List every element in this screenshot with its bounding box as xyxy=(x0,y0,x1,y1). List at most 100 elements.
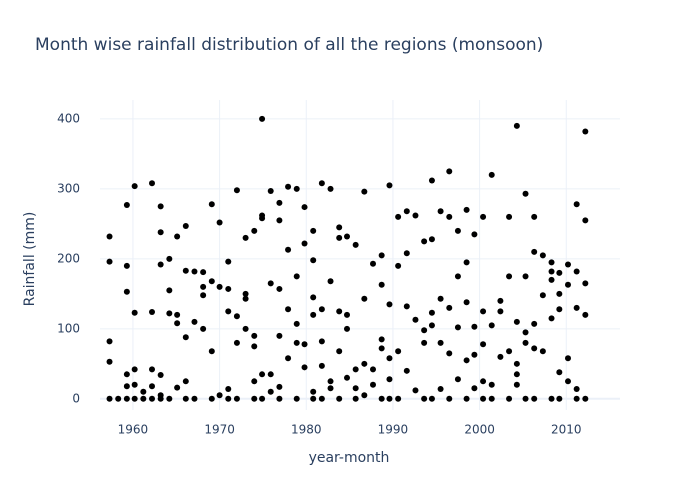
point xyxy=(166,395,173,402)
point xyxy=(513,360,520,367)
point xyxy=(361,360,368,367)
point xyxy=(497,353,504,360)
point xyxy=(174,311,181,318)
point xyxy=(531,320,538,327)
point xyxy=(208,395,215,402)
point xyxy=(513,122,520,129)
point xyxy=(267,280,274,287)
point xyxy=(421,339,428,346)
point xyxy=(310,388,317,395)
x-tick-label: 2000 xyxy=(464,423,495,437)
point xyxy=(200,292,207,299)
point xyxy=(336,224,343,231)
point xyxy=(352,395,359,402)
point xyxy=(531,345,538,352)
point xyxy=(208,348,215,355)
y-tick-label: 200 xyxy=(57,251,80,265)
point xyxy=(216,283,223,290)
point xyxy=(556,290,563,297)
point xyxy=(386,395,393,402)
point xyxy=(267,388,274,395)
point xyxy=(140,395,147,402)
point xyxy=(386,376,393,383)
point xyxy=(556,395,563,402)
point xyxy=(488,381,495,388)
point xyxy=(556,306,563,313)
point xyxy=(174,320,181,327)
point xyxy=(361,295,368,302)
point xyxy=(582,128,589,135)
x-axis-title: year-month xyxy=(309,450,390,466)
point xyxy=(131,395,138,402)
point xyxy=(225,308,232,315)
point xyxy=(522,329,529,336)
point xyxy=(428,177,435,184)
x-tick-label: 1990 xyxy=(378,423,409,437)
point xyxy=(506,348,513,355)
point xyxy=(242,234,249,241)
y-tick-label: 400 xyxy=(57,111,80,125)
point xyxy=(318,362,325,369)
point xyxy=(471,351,478,358)
point xyxy=(267,371,274,378)
point xyxy=(437,386,444,393)
point xyxy=(539,252,546,259)
point xyxy=(454,227,461,234)
point xyxy=(191,318,198,325)
point xyxy=(352,241,359,248)
point xyxy=(225,386,232,393)
point xyxy=(131,183,138,190)
point xyxy=(225,285,232,292)
point xyxy=(412,212,419,219)
point xyxy=(310,257,317,264)
point xyxy=(488,395,495,402)
point xyxy=(106,233,113,240)
point xyxy=(293,339,300,346)
point xyxy=(276,199,283,206)
point xyxy=(182,222,189,229)
point xyxy=(352,385,359,392)
point xyxy=(344,311,350,318)
point xyxy=(327,385,334,392)
point xyxy=(242,325,249,332)
point xyxy=(166,255,173,262)
point xyxy=(318,306,325,313)
point xyxy=(573,386,580,393)
point xyxy=(285,306,292,313)
point xyxy=(378,345,385,352)
point xyxy=(412,387,419,394)
point xyxy=(522,339,529,346)
point xyxy=(437,339,444,346)
point xyxy=(276,285,283,292)
point xyxy=(573,268,580,275)
point xyxy=(370,381,376,388)
point xyxy=(386,182,393,189)
point xyxy=(513,371,520,378)
point xyxy=(437,208,444,215)
point xyxy=(208,201,215,208)
point xyxy=(233,395,240,402)
point xyxy=(480,378,487,385)
point xyxy=(200,269,207,276)
point xyxy=(106,338,113,345)
point xyxy=(378,336,385,343)
point xyxy=(428,322,435,329)
point xyxy=(548,315,555,322)
point xyxy=(276,383,283,390)
point xyxy=(513,381,520,388)
point xyxy=(106,395,113,402)
point xyxy=(285,183,292,190)
x-tick-label: 1980 xyxy=(291,423,322,437)
point xyxy=(463,299,470,306)
point xyxy=(454,376,461,383)
point xyxy=(242,295,249,302)
point xyxy=(208,278,215,285)
point xyxy=(259,371,266,378)
point xyxy=(157,372,164,379)
point xyxy=(463,206,470,213)
point xyxy=(327,378,334,385)
x-tick-label: 1960 xyxy=(118,423,149,437)
point xyxy=(531,248,538,255)
point xyxy=(378,281,385,288)
